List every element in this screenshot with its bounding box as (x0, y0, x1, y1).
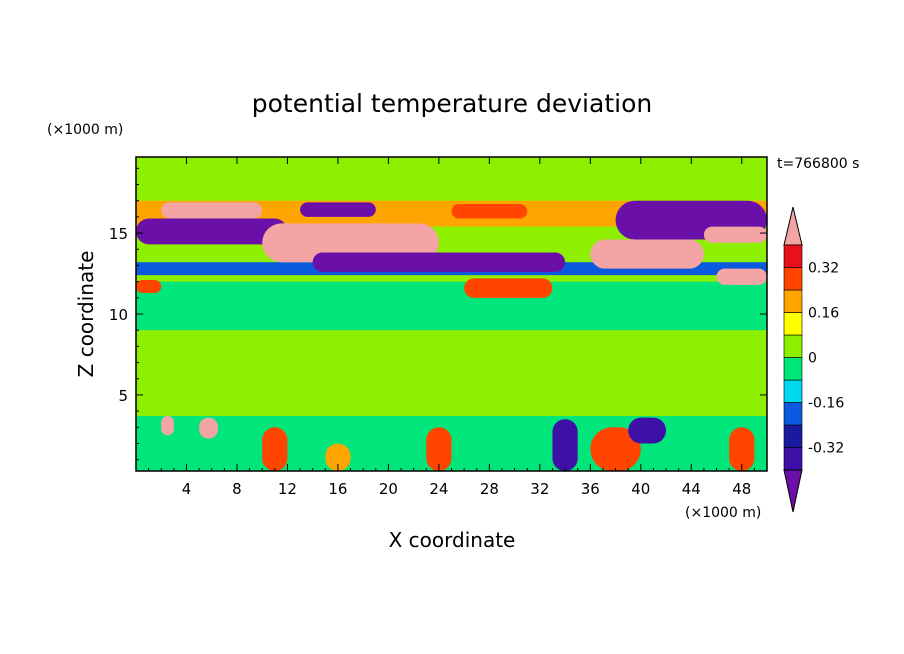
time-label: t=766800 s (777, 156, 859, 172)
contour-region (552, 419, 578, 471)
colorbar-swatch (783, 447, 803, 471)
contour-region (590, 239, 704, 269)
contour-region (426, 427, 452, 471)
x-tick-label: 40 (631, 480, 650, 498)
x-tick-label: 48 (732, 480, 751, 498)
colorbar-swatch (783, 357, 803, 381)
x-tick-label: 12 (278, 480, 297, 498)
x-tick-label: 44 (682, 480, 701, 498)
x-tick-label: 28 (480, 480, 499, 498)
y-tick-label: 10 (109, 306, 128, 324)
contour-region (716, 268, 767, 285)
x-tick-label: 24 (429, 480, 448, 498)
contour-region (199, 417, 219, 439)
contour-region (464, 278, 553, 298)
y-unit-label: (×1000 m) (47, 122, 123, 138)
colorbar-swatch (783, 424, 803, 448)
chart-title: potential temperature deviation (252, 89, 652, 118)
x-tick-label: 16 (328, 480, 347, 498)
x-tick-label: 36 (581, 480, 600, 498)
colorbar-swatch (783, 267, 803, 291)
contour-region (729, 427, 755, 471)
x-tick-label: 4 (182, 480, 192, 498)
contour-region (312, 252, 566, 272)
contour-region (300, 202, 376, 217)
colorbar-tick-label: -0.16 (808, 396, 844, 412)
contour-field (136, 157, 767, 471)
colorbar-swatch (783, 312, 803, 336)
x-tick-label: 32 (530, 480, 549, 498)
colorbar-swatch (783, 334, 803, 358)
y-tick-label: 15 (109, 225, 128, 243)
colorbar-tick-label: 0.32 (808, 261, 839, 277)
contour-region (628, 417, 667, 444)
colorbar-tick-label: 0.16 (808, 306, 839, 322)
x-tick-label: 20 (379, 480, 398, 498)
y-axis-ticks: 5 10 15 (109, 167, 767, 461)
contour-region (161, 202, 263, 219)
contour-region (703, 226, 767, 243)
x-unit-label: (×1000 m) (685, 505, 761, 521)
contour-region (262, 427, 288, 471)
contour-region (136, 218, 288, 245)
contour-region (325, 443, 351, 471)
contour-region (136, 280, 162, 293)
contour-region (136, 281, 767, 331)
colorbar-swatch (783, 244, 803, 268)
colorbar-swatch (783, 289, 803, 313)
colorbar-tick-label: -0.32 (808, 441, 844, 457)
colorbar-swatch (783, 402, 803, 426)
contour-region (161, 415, 174, 436)
colorbar-min-arrow (783, 469, 803, 513)
x-axis-label: X coordinate (389, 528, 516, 552)
contour-region (451, 203, 528, 219)
x-tick-label: 8 (232, 480, 242, 498)
x-axis-ticks: 4 8 12 16 20 24 28 32 36 40 44 48 (148, 157, 755, 498)
y-axis-label: Z coordinate (74, 251, 98, 378)
colorbar-tick-label: 0 (808, 351, 817, 367)
colorbar: 0.32 0.16 0 -0.16 -0.32 (783, 206, 844, 513)
contour-region (590, 427, 641, 471)
colorbar-max-arrow (783, 206, 803, 246)
colorbar-swatch (783, 379, 803, 403)
y-tick-label: 5 (118, 387, 128, 405)
